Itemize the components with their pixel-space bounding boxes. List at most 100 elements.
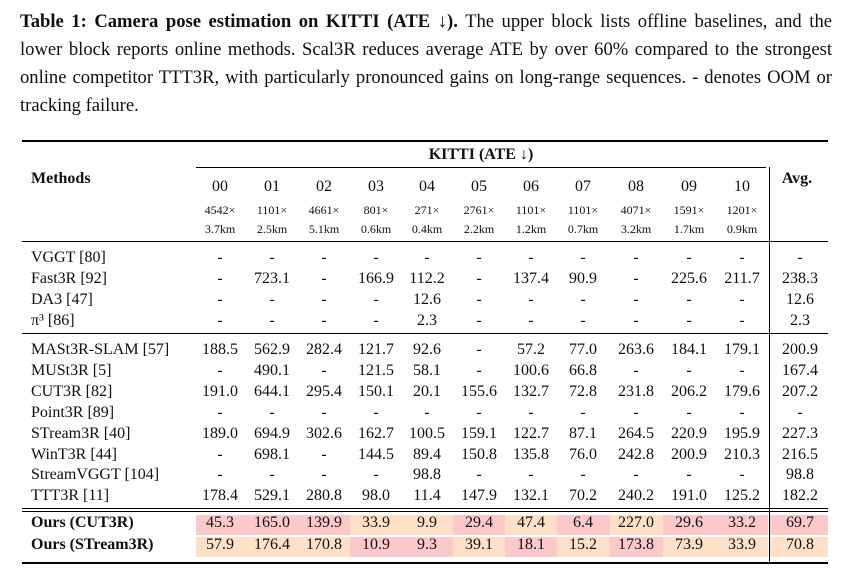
table-cell: 58.1: [413, 361, 441, 379]
table-cell: -: [580, 290, 586, 308]
table-cell: -: [373, 403, 379, 421]
method-name: STream3R [40]: [31, 424, 131, 442]
cell-highlight: [196, 515, 246, 535]
method-name: TTT3R [11]: [31, 487, 110, 505]
table-cell: 173.8: [618, 536, 654, 553]
header-frames: 1101×: [256, 203, 288, 217]
table-cell: -: [528, 290, 534, 308]
table-cell: -: [217, 311, 223, 329]
table-cell: 227.0: [618, 514, 654, 531]
header-length: 0.7km: [567, 222, 599, 236]
method-name: Fast3R [92]: [31, 269, 107, 287]
table-cell: -: [424, 403, 430, 421]
cell-highlight: [298, 515, 350, 535]
table-cell: 66.8: [569, 361, 597, 379]
method-name: DA3 [47]: [31, 290, 93, 308]
table-cell: -: [528, 311, 534, 329]
cell-highlight: [505, 537, 557, 557]
avg-cell: 227.3: [782, 424, 818, 442]
table-cell: 100.5: [409, 424, 445, 442]
header-sequence: 07: [575, 178, 591, 195]
method-name: Ours (CUT3R): [31, 514, 134, 531]
table-cell: -: [686, 361, 692, 379]
table-cell: 280.8: [306, 487, 342, 505]
table-cell: -: [321, 361, 327, 379]
table-cell: 162.7: [358, 424, 394, 442]
table-cell: 155.6: [461, 382, 497, 400]
cell-highlight: [662, 537, 716, 557]
table-cell: 100.6: [513, 361, 549, 379]
table-cell: 11.4: [413, 487, 441, 505]
table-cell: 121.7: [358, 341, 394, 358]
header-sequence: 01: [264, 178, 280, 195]
table-cell: 179.6: [724, 382, 760, 400]
table-cell: 529.1: [254, 487, 290, 505]
table-cell: 29.6: [675, 514, 703, 531]
table-cell: 189.0: [202, 424, 238, 442]
table-cell: 144.5: [358, 445, 394, 463]
table-cell: 139.9: [306, 514, 342, 531]
table-cell: -: [739, 403, 745, 421]
cell-highlight: [662, 515, 716, 535]
avg-cell: 98.8: [786, 466, 814, 484]
table-cell: 77.0: [569, 341, 597, 358]
header-frames: 271×: [414, 203, 440, 217]
avg-cell: 200.9: [782, 341, 818, 358]
table-cell: 165.0: [254, 514, 290, 531]
table-cell: -: [686, 403, 692, 421]
table-cell: 98.0: [362, 487, 390, 505]
avg-cell: 2.3: [790, 311, 810, 329]
header-length: 1.7km: [673, 222, 705, 236]
table-cell: -: [321, 311, 327, 329]
table-cell: 57.9: [206, 536, 234, 553]
header-frames: 1101×: [515, 203, 547, 217]
table-cell: -: [217, 403, 223, 421]
table-cell: 47.4: [517, 514, 545, 531]
table-cell: 87.1: [569, 424, 597, 442]
header-rule: [22, 241, 828, 242]
table-cell: 263.6: [618, 341, 654, 358]
header-sequence: 03: [368, 178, 384, 195]
table-cell: 264.5: [618, 424, 654, 442]
table-cell: -: [476, 269, 482, 287]
table-cell: 121.5: [358, 361, 394, 379]
header-length: 2.5km: [256, 222, 288, 236]
table-cell: 9.3: [417, 536, 437, 553]
method-name: Point3R [89]: [31, 403, 115, 421]
method-name: MUSt3R [5]: [31, 361, 112, 379]
header-sequence: 05: [471, 178, 487, 195]
block-separator-rule: [22, 333, 828, 334]
table-cell: 12.6: [413, 290, 441, 308]
cell-highlight: [770, 537, 828, 557]
table-cell: 166.9: [358, 269, 394, 287]
cell-highlight: [196, 537, 246, 557]
avg-cell: 167.4: [782, 361, 818, 379]
table-cell: 135.8: [513, 445, 549, 463]
header-length: 3.7km: [204, 222, 236, 236]
table-cell: -: [686, 311, 692, 329]
header-sequence: 02: [316, 178, 332, 195]
table-cell: -: [321, 249, 327, 266]
cell-highlight: [770, 515, 828, 535]
table-cell: -: [321, 466, 327, 484]
table-cell: 57.2: [517, 341, 545, 358]
table-cell: 225.6: [671, 269, 707, 287]
table-cell: 132.1: [513, 487, 549, 505]
table-cell: -: [686, 466, 692, 484]
method-name: π³ [86]: [31, 311, 75, 329]
table-caption: Table 1: Camera pose estimation on KITTI…: [20, 8, 832, 120]
table-cell: -: [739, 466, 745, 484]
table-cell: 15.2: [569, 536, 597, 553]
table-cell: 137.4: [513, 269, 549, 287]
header-length: 5.1km: [308, 222, 340, 236]
table-cell: -: [269, 290, 275, 308]
table-cell: 211.7: [724, 269, 760, 287]
table-cell: -: [424, 249, 430, 266]
table-cell: 191.0: [671, 487, 707, 505]
table-cell: 195.9: [724, 424, 760, 442]
table-cell: 132.7: [513, 382, 549, 400]
table-cell: -: [739, 311, 745, 329]
cell-highlight: [350, 515, 402, 535]
header-sequence: 00: [212, 178, 228, 195]
table-cell: -: [528, 466, 534, 484]
